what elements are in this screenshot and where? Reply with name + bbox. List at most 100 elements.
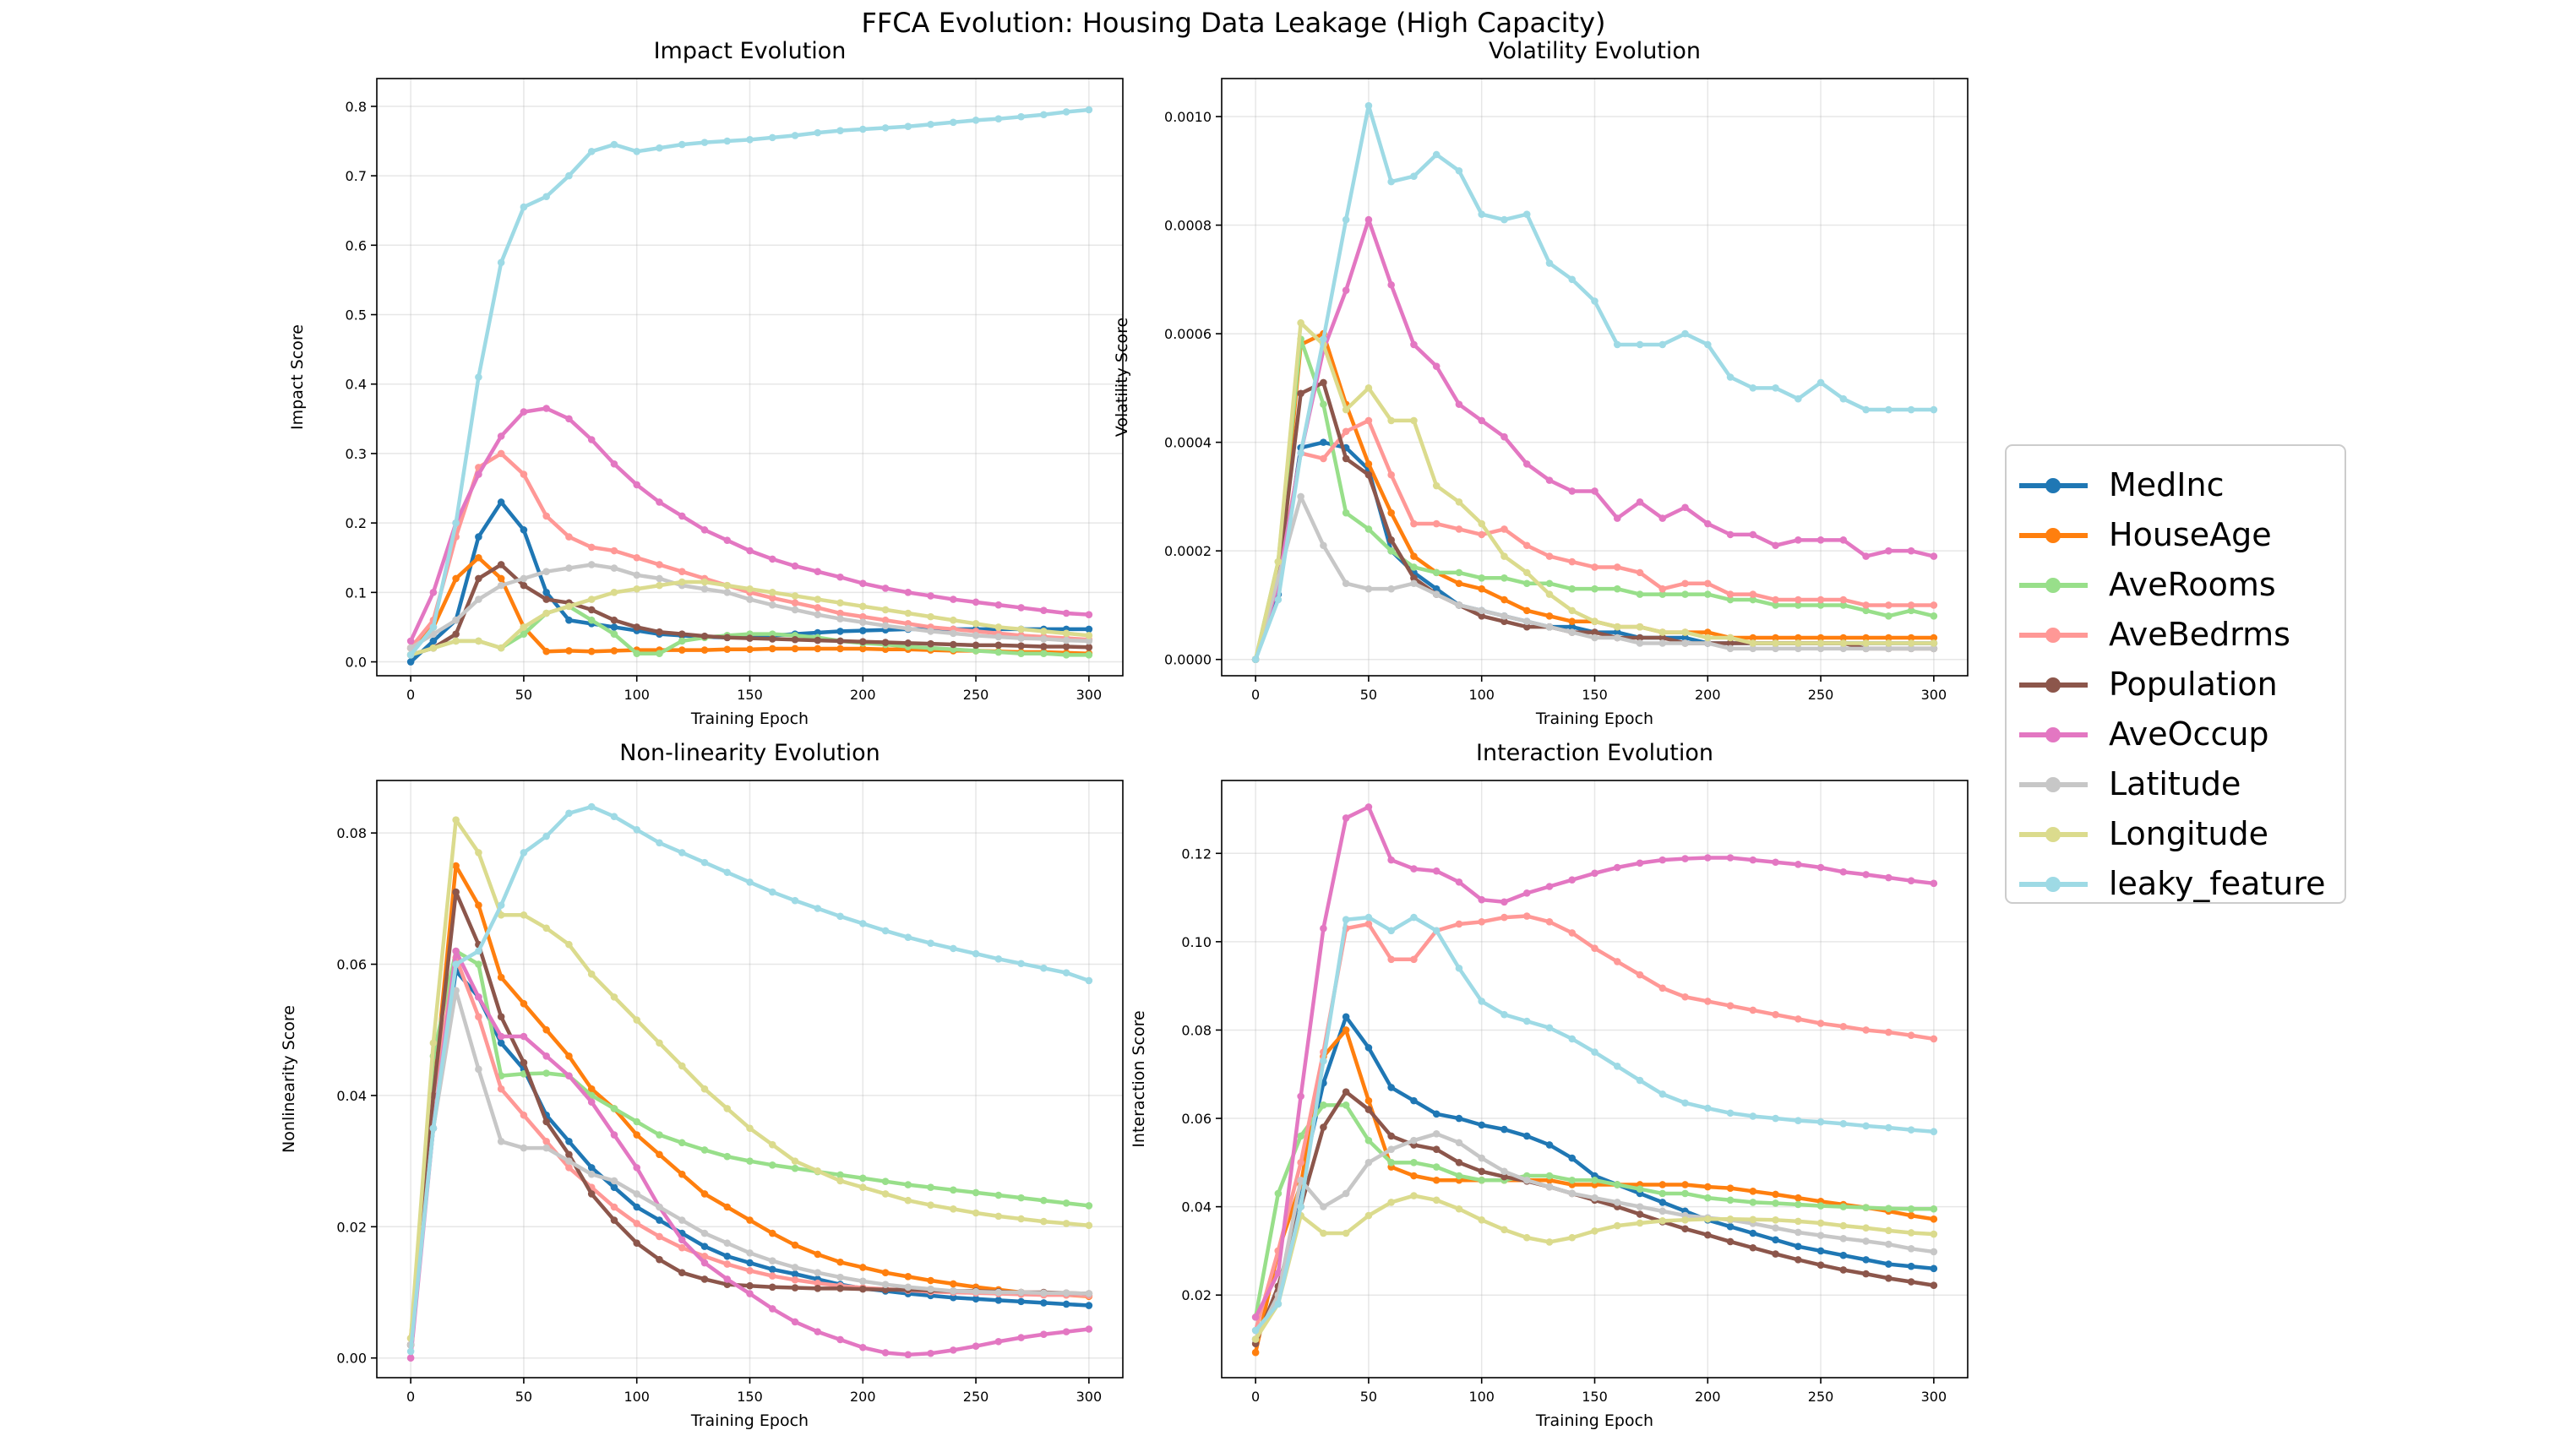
data-point xyxy=(1930,1128,1938,1136)
data-point xyxy=(1387,585,1395,593)
data-point xyxy=(1545,552,1554,560)
data-point xyxy=(836,127,844,134)
data-point xyxy=(1085,1202,1093,1210)
data-point xyxy=(904,624,912,633)
data-point xyxy=(610,1105,618,1112)
data-point xyxy=(1062,651,1070,659)
data-point xyxy=(723,1275,732,1283)
data-point xyxy=(700,1146,709,1154)
series-aveoccup xyxy=(1251,215,1938,664)
y-tick-label: 0.08 xyxy=(1181,1022,1212,1038)
data-point xyxy=(1410,552,1418,560)
data-point xyxy=(1839,1203,1848,1210)
legend-swatch-marker xyxy=(2045,578,2061,593)
data-point xyxy=(1839,536,1848,544)
data-point xyxy=(904,122,912,131)
data-point xyxy=(950,640,957,649)
data-point xyxy=(1432,568,1440,577)
data-point xyxy=(1726,1222,1735,1231)
data-point xyxy=(1342,916,1350,924)
data-point xyxy=(1522,617,1531,626)
panels: 0 50 100 150 200 250 300 0.0 0.1 0.2 0.3 0.4 0.5 0.6 0… xyxy=(280,38,1969,1430)
data-point xyxy=(1062,1220,1070,1227)
data-point xyxy=(1297,1159,1304,1166)
data-point xyxy=(927,628,934,635)
data-point xyxy=(1085,625,1093,634)
data-point xyxy=(1907,405,1915,414)
legend-label: Longitude xyxy=(2109,815,2268,852)
data-point xyxy=(768,1140,776,1149)
series-leaky-feature xyxy=(1251,101,1938,664)
data-point xyxy=(746,585,754,593)
data-point xyxy=(904,609,912,617)
data-point xyxy=(1862,1026,1870,1034)
data-point xyxy=(1907,1245,1915,1253)
data-point xyxy=(1658,1090,1667,1098)
data-point xyxy=(1794,1243,1802,1250)
data-point xyxy=(1591,585,1598,593)
data-point xyxy=(1681,1225,1689,1233)
data-point xyxy=(904,933,912,941)
data-point xyxy=(1251,1335,1260,1343)
data-point xyxy=(1749,1199,1757,1206)
data-point xyxy=(723,1281,732,1288)
data-point xyxy=(678,1243,686,1252)
panel-interaction-evolution: 0 50 100 150 200 250 300 0.02 0.04 0.06 0.08 0.10 0.… xyxy=(1130,740,1969,1430)
x-tick-label: 150 xyxy=(1582,687,1608,703)
data-point xyxy=(1500,215,1508,224)
data-point xyxy=(1545,1024,1554,1032)
data-point xyxy=(1320,541,1327,550)
data-point xyxy=(1432,590,1440,598)
data-point xyxy=(1794,634,1802,642)
data-point xyxy=(1364,913,1373,922)
data-point xyxy=(994,633,1003,641)
data-point xyxy=(1772,1199,1779,1207)
data-point xyxy=(1839,639,1848,647)
data-point xyxy=(1455,568,1463,577)
x-tick-label: 200 xyxy=(1695,1389,1721,1405)
data-point xyxy=(656,628,663,636)
data-point xyxy=(610,647,618,655)
data-point xyxy=(656,650,663,657)
data-point xyxy=(700,632,709,640)
data-point xyxy=(587,802,596,811)
data-point xyxy=(791,1164,799,1172)
data-point xyxy=(1500,552,1508,560)
data-point xyxy=(1342,508,1350,517)
data-point xyxy=(1726,590,1735,598)
data-point xyxy=(723,1260,732,1268)
data-point xyxy=(1040,964,1048,972)
data-point xyxy=(678,140,686,149)
data-point xyxy=(791,592,799,600)
data-point xyxy=(1613,628,1621,636)
x-tick-label: 100 xyxy=(1468,1389,1495,1405)
data-point xyxy=(1568,487,1577,495)
data-point xyxy=(904,639,912,647)
data-point xyxy=(994,1288,1003,1297)
data-point xyxy=(1274,557,1283,566)
data-point xyxy=(1455,878,1463,886)
x-tick-label: 200 xyxy=(850,687,876,703)
data-point xyxy=(1455,166,1463,175)
data-point xyxy=(1320,1203,1327,1210)
data-point xyxy=(1040,111,1048,119)
data-point xyxy=(700,585,709,593)
data-point xyxy=(791,1157,799,1165)
x-tick-label: 300 xyxy=(1921,687,1947,703)
data-point xyxy=(1591,617,1598,626)
data-point xyxy=(1816,1219,1825,1227)
data-point xyxy=(587,561,596,568)
data-point xyxy=(1522,606,1531,615)
data-point xyxy=(723,1252,732,1260)
data-point xyxy=(1930,639,1938,647)
data-point xyxy=(565,809,573,818)
data-point xyxy=(881,1286,890,1294)
data-point xyxy=(1749,384,1757,392)
data-point xyxy=(1455,525,1463,533)
data-point xyxy=(452,816,460,824)
data-point xyxy=(836,615,844,623)
data-point xyxy=(1885,601,1893,609)
data-point xyxy=(791,896,799,905)
data-point xyxy=(542,1144,550,1152)
data-point xyxy=(1885,1260,1893,1268)
